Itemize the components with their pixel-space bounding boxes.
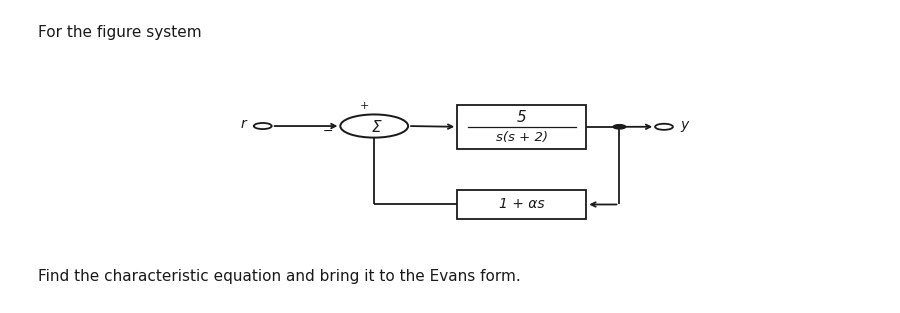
Circle shape <box>613 125 626 129</box>
Text: 1 + αs: 1 + αs <box>499 198 544 212</box>
Text: −: − <box>323 125 333 138</box>
Text: s(s + 2): s(s + 2) <box>496 131 548 144</box>
Text: Σ: Σ <box>372 120 382 135</box>
Text: Find the characteristic equation and bring it to the Evans form.: Find the characteristic equation and bri… <box>38 269 521 285</box>
Text: +: + <box>359 101 369 111</box>
Text: y: y <box>680 118 688 132</box>
Text: 5: 5 <box>517 110 526 126</box>
Text: r: r <box>241 117 247 131</box>
Text: For the figure system: For the figure system <box>38 25 202 40</box>
Bar <box>457 190 587 219</box>
Bar <box>457 105 587 149</box>
